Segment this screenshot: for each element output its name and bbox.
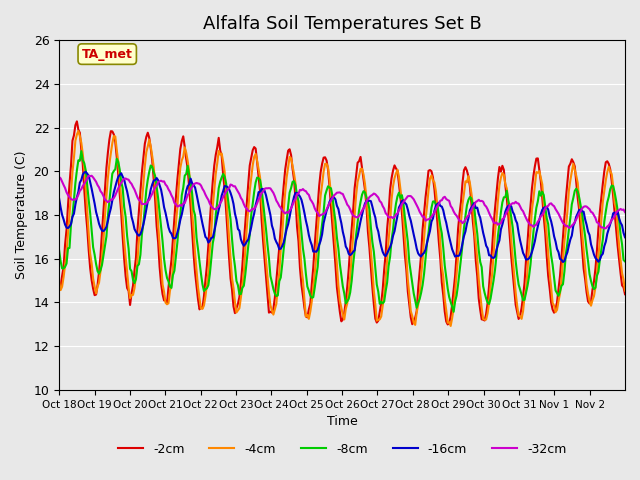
-16cm	[82, 169, 90, 175]
Line: -4cm: -4cm	[59, 131, 625, 326]
-2cm	[546, 285, 554, 291]
-32cm	[348, 210, 355, 216]
-4cm	[621, 288, 629, 293]
-8cm	[74, 157, 82, 163]
-8cm	[348, 278, 355, 284]
-2cm	[55, 283, 63, 289]
-4cm	[74, 128, 82, 134]
-16cm	[621, 234, 629, 240]
-32cm	[93, 182, 101, 188]
-4cm	[348, 252, 355, 258]
Line: -2cm: -2cm	[59, 121, 625, 324]
-4cm	[447, 323, 454, 329]
-4cm	[461, 179, 469, 184]
-32cm	[545, 203, 552, 209]
-2cm	[76, 130, 84, 136]
-16cm	[545, 207, 552, 213]
-8cm	[620, 257, 627, 263]
-2cm	[444, 322, 452, 327]
Legend: -2cm, -4cm, -8cm, -16cm, -32cm: -2cm, -4cm, -8cm, -16cm, -32cm	[113, 438, 572, 461]
-16cm	[460, 233, 468, 239]
-4cm	[76, 133, 84, 139]
-2cm	[73, 119, 81, 124]
Title: Alfalfa Soil Temperatures Set B: Alfalfa Soil Temperatures Set B	[203, 15, 481, 33]
-8cm	[621, 259, 629, 264]
-16cm	[348, 251, 355, 257]
-8cm	[55, 248, 63, 253]
-16cm	[559, 259, 567, 265]
-32cm	[600, 226, 608, 231]
Text: TA_met: TA_met	[82, 48, 132, 60]
-4cm	[55, 279, 63, 285]
-32cm	[621, 209, 629, 215]
-32cm	[620, 207, 627, 213]
-8cm	[77, 148, 85, 154]
-8cm	[450, 309, 458, 315]
-16cm	[55, 196, 63, 202]
-4cm	[93, 284, 101, 289]
-32cm	[74, 192, 82, 198]
-32cm	[460, 219, 468, 225]
-8cm	[461, 213, 469, 219]
-16cm	[93, 215, 101, 220]
Line: -8cm: -8cm	[59, 151, 625, 312]
-16cm	[74, 189, 82, 194]
-16cm	[620, 230, 627, 236]
-2cm	[461, 164, 469, 170]
Line: -16cm: -16cm	[59, 172, 625, 262]
-8cm	[546, 239, 554, 245]
Y-axis label: Soil Temperature (C): Soil Temperature (C)	[15, 151, 28, 279]
-32cm	[88, 173, 95, 179]
X-axis label: Time: Time	[326, 415, 358, 428]
-8cm	[93, 268, 101, 274]
-2cm	[93, 282, 101, 288]
-4cm	[546, 270, 554, 276]
-2cm	[348, 226, 355, 232]
-4cm	[620, 277, 627, 283]
-2cm	[621, 291, 629, 297]
Line: -32cm: -32cm	[59, 176, 625, 228]
-32cm	[55, 174, 63, 180]
-2cm	[620, 285, 627, 290]
